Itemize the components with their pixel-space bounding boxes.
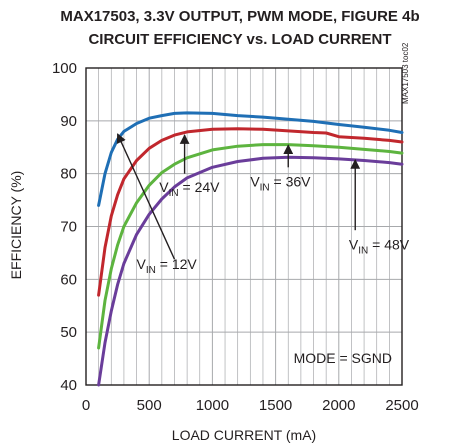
x-tick-label: 0 <box>82 397 90 414</box>
annotation-label-24v: VIN = 24V <box>159 179 220 199</box>
annotation-label-12v: VIN = 12V <box>137 256 198 276</box>
y-tick-label: 60 <box>60 271 77 288</box>
chart-subtitle: CIRCUIT EFFICIENCY vs. LOAD CURRENT <box>88 31 391 48</box>
annotation-v: V <box>159 179 169 195</box>
annotation-sub: IN <box>260 182 270 193</box>
annotation-v: V <box>137 256 147 272</box>
annotation-sub: IN <box>146 265 156 276</box>
y-tick-label: 100 <box>52 60 77 77</box>
x-tick-label: 1500 <box>259 397 292 414</box>
annotation-sub: IN <box>169 188 179 199</box>
series-line-48v <box>97 155 404 387</box>
y-axis-label: EFFICIENCY (%) <box>8 171 24 280</box>
y-tick-label: 50 <box>60 324 77 341</box>
x-tick-label: 2500 <box>385 397 418 414</box>
grid <box>85 67 403 386</box>
x-tick-label: 500 <box>137 397 162 414</box>
y-tick-label: 90 <box>60 113 77 130</box>
y-tick-label: 40 <box>60 377 77 394</box>
series-line-24v <box>97 127 404 297</box>
annotation-sub: IN <box>358 246 368 257</box>
y-tick-label: 80 <box>60 166 77 183</box>
tick-labels: 0 500 1000 1500 2000 2500 40 50 60 70 80 90 100 <box>52 60 419 414</box>
annotation-v: V <box>349 237 359 253</box>
annotation-arrow-12v <box>116 133 176 260</box>
annotation-value: = 24V <box>179 179 221 195</box>
x-tick-label: 2000 <box>322 397 355 414</box>
annotation-label-48v: VIN = 48V <box>349 237 410 257</box>
mode-label: MODE = SGND <box>294 350 392 366</box>
part-code: MAX17503 toc02 <box>401 42 410 104</box>
y-tick-label: 70 <box>60 219 77 236</box>
x-tick-label: 1000 <box>196 397 229 414</box>
annotation-v: V <box>250 173 260 189</box>
series-line-36v <box>97 143 404 350</box>
annotation-value: = 36V <box>270 173 312 189</box>
chart-title: MAX17503, 3.3V OUTPUT, PWM MODE, FIGURE … <box>60 8 419 25</box>
annotation-label-36v: VIN = 36V <box>250 173 311 193</box>
x-axis-label: LOAD CURRENT (mA) <box>172 427 316 443</box>
annotation-value: = 48V <box>368 237 410 253</box>
annotation-value: = 12V <box>156 256 198 272</box>
plot-frame <box>85 67 403 386</box>
